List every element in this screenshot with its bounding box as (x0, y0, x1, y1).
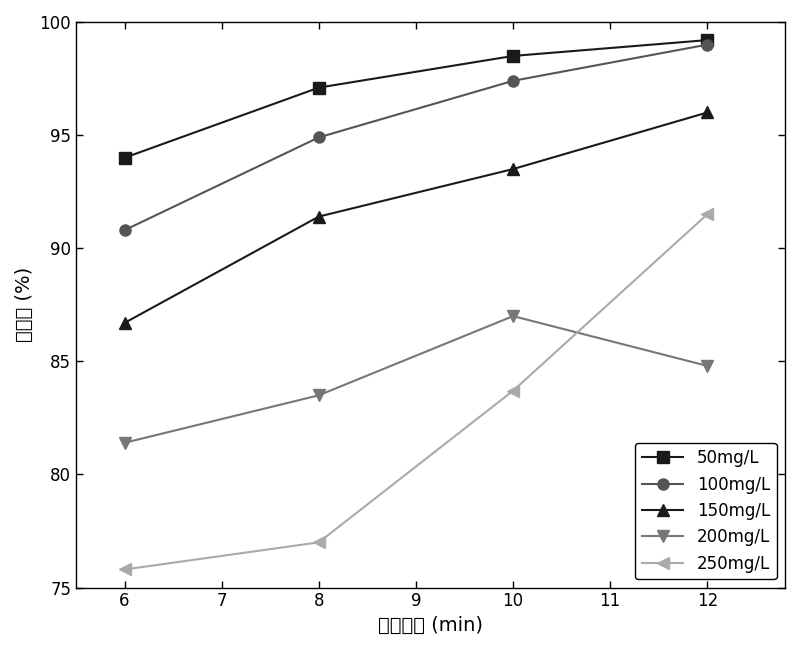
Line: 150mg/L: 150mg/L (119, 107, 713, 328)
100mg/L (702, 41, 712, 49)
Legend: 50mg/L, 100mg/L, 150mg/L, 200mg/L, 250mg/L: 50mg/L, 100mg/L, 150mg/L, 200mg/L, 250mg… (635, 443, 777, 579)
150mg/L (702, 109, 712, 116)
200mg/L (508, 312, 518, 320)
Line: 250mg/L: 250mg/L (119, 209, 713, 575)
50mg/L (702, 36, 712, 44)
250mg/L (508, 387, 518, 395)
250mg/L (120, 566, 130, 573)
Line: 100mg/L: 100mg/L (119, 39, 713, 236)
50mg/L (314, 84, 324, 92)
100mg/L (120, 226, 130, 234)
200mg/L (120, 439, 130, 447)
250mg/L (314, 538, 324, 546)
200mg/L (702, 362, 712, 370)
Line: 50mg/L: 50mg/L (119, 34, 713, 163)
200mg/L (314, 391, 324, 399)
X-axis label: 反应时间 (min): 反应时间 (min) (378, 616, 483, 635)
50mg/L (508, 52, 518, 60)
150mg/L (120, 319, 130, 327)
Y-axis label: 降解率 (%): 降解率 (%) (15, 267, 34, 343)
Line: 200mg/L: 200mg/L (119, 311, 713, 448)
150mg/L (314, 213, 324, 220)
150mg/L (508, 165, 518, 173)
100mg/L (508, 77, 518, 85)
100mg/L (314, 133, 324, 141)
250mg/L (702, 211, 712, 218)
50mg/L (120, 154, 130, 162)
